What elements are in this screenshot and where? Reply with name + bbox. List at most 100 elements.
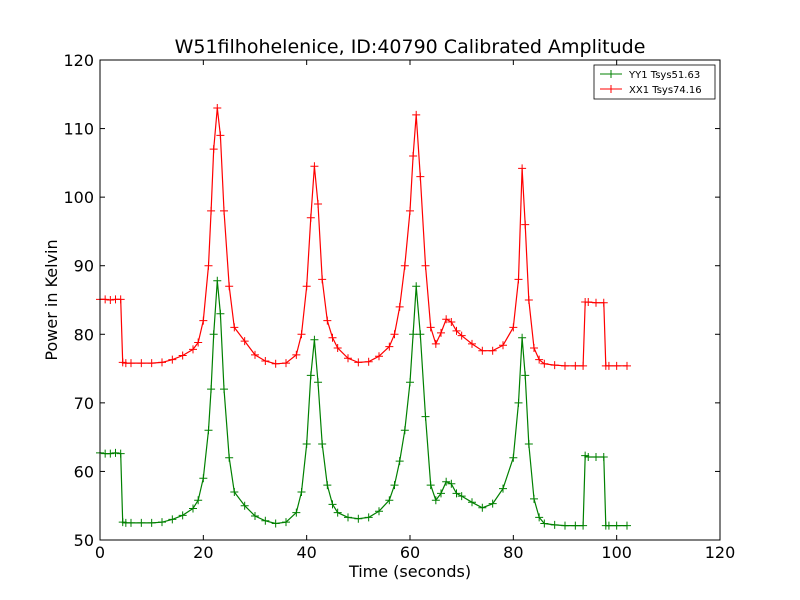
data-point-xx1: [400, 261, 409, 270]
data-point-xx1: [328, 333, 337, 342]
data-point-yy1: [447, 479, 456, 488]
data-point-xx1: [213, 104, 222, 112]
x-tick-label: 0: [95, 543, 105, 562]
y-tick-label: 90: [74, 257, 94, 276]
data-point-yy1: [426, 481, 435, 490]
data-point-yy1: [509, 453, 518, 462]
y-axis-label: Power in Kelvin: [42, 239, 61, 360]
data-point-xx1: [178, 351, 187, 360]
data-point-yy1: [530, 494, 538, 503]
data-point-xx1: [442, 315, 451, 324]
data-point-xx1: [354, 358, 363, 367]
data-point-yy1: [302, 440, 311, 448]
data-point-yy1: [406, 378, 414, 387]
data-point-xx1: [530, 344, 538, 352]
legend: YY1 Tsys51.63 XX1 Tsys74.16: [593, 64, 716, 100]
legend-marker-yy1: [607, 70, 615, 78]
data-point-yy1: [168, 515, 177, 524]
data-point-yy1: [314, 378, 323, 387]
y-tick-label: 110: [63, 120, 94, 139]
y-tick-label: 50: [74, 531, 94, 550]
data-point-yy1: [220, 385, 228, 394]
data-point-xx1: [168, 355, 177, 364]
x-tick-label: 120: [705, 543, 736, 562]
data-point-xx1: [344, 354, 352, 363]
data-point-yy1: [416, 330, 425, 339]
data-point-xx1: [426, 323, 435, 332]
data-point-xx1: [302, 282, 311, 291]
data-point-xx1: [452, 326, 461, 335]
data-point-xx1: [499, 341, 507, 350]
data-point-xx1: [333, 344, 342, 352]
data-point-yy1: [323, 481, 332, 490]
data-point-yy1: [409, 330, 418, 339]
data-point-yy1: [328, 500, 337, 509]
data-point-xx1: [209, 145, 218, 154]
data-point-xx1: [478, 346, 487, 355]
data-point-xx1: [364, 357, 373, 366]
data-point-xx1: [147, 359, 156, 368]
data-point-xx1: [395, 302, 404, 311]
data-point-yy1: [292, 508, 301, 517]
data-point-yy1: [216, 309, 225, 318]
data-point-yy1: [344, 513, 352, 522]
data-point-yy1: [561, 521, 569, 530]
data-point-yy1: [390, 481, 399, 490]
x-tick-label: 20: [193, 543, 213, 562]
x-tick-label: 80: [503, 543, 523, 562]
data-point-xx1: [416, 172, 425, 181]
data-point-xx1: [509, 323, 518, 332]
legend-frame: [593, 64, 716, 100]
x-tick-label: 60: [400, 543, 420, 562]
y-tick-label: 80: [74, 325, 94, 344]
data-point-xx1: [240, 337, 249, 346]
data-point-yy1: [282, 518, 290, 527]
data-point-yy1: [116, 449, 125, 458]
data-point-xx1: [106, 296, 115, 304]
data-point-xx1: [447, 317, 456, 326]
data-point-xx1: [225, 282, 234, 291]
data-point-xx1: [571, 361, 580, 370]
data-point-xx1: [314, 200, 323, 208]
data-point-yy1: [431, 496, 440, 505]
data-point-yy1: [592, 453, 600, 462]
data-point-yy1: [499, 484, 507, 493]
data-point-xx1: [409, 152, 418, 160]
data-point-xx1: [323, 316, 332, 325]
data-point-yy1: [364, 513, 373, 522]
data-point-yy1: [178, 511, 187, 520]
data-point-yy1: [306, 371, 315, 380]
data-point-xx1: [584, 298, 593, 307]
data-point-yy1: [385, 496, 394, 505]
data-point-yy1: [540, 519, 549, 528]
data-point-xx1: [406, 206, 414, 215]
data-point-xx1: [599, 298, 608, 307]
data-point-xx1: [207, 206, 216, 215]
data-point-xx1: [271, 359, 280, 368]
data-point-xx1: [488, 346, 497, 355]
legend-label-yy1: YY1 Tsys51.63: [628, 70, 700, 81]
data-point-yy1: [158, 518, 166, 527]
data-point-yy1: [213, 276, 222, 285]
data-point-xx1: [550, 361, 559, 370]
data-point-xx1: [375, 352, 383, 361]
data-point-yy1: [488, 499, 497, 508]
data-point-yy1: [584, 453, 593, 462]
data-point-xx1: [292, 350, 301, 359]
data-point-yy1: [209, 330, 218, 339]
data-point-yy1: [204, 426, 213, 435]
data-point-xx1: [524, 296, 533, 304]
data-point-xx1: [251, 350, 259, 359]
data-point-yy1: [147, 518, 156, 527]
data-point-xx1: [261, 357, 270, 366]
data-point-xx1: [230, 323, 239, 332]
x-tick-label: 100: [601, 543, 632, 562]
data-point-xx1: [421, 261, 430, 270]
data-point-yy1: [194, 496, 203, 505]
data-point-xx1: [318, 275, 327, 284]
axis-ticks: 0 20 40 60 80 100 120 50 60 70 80 90 100 110 120: [63, 51, 735, 562]
data-point-yy1: [230, 488, 239, 496]
data-point-yy1: [623, 521, 631, 530]
